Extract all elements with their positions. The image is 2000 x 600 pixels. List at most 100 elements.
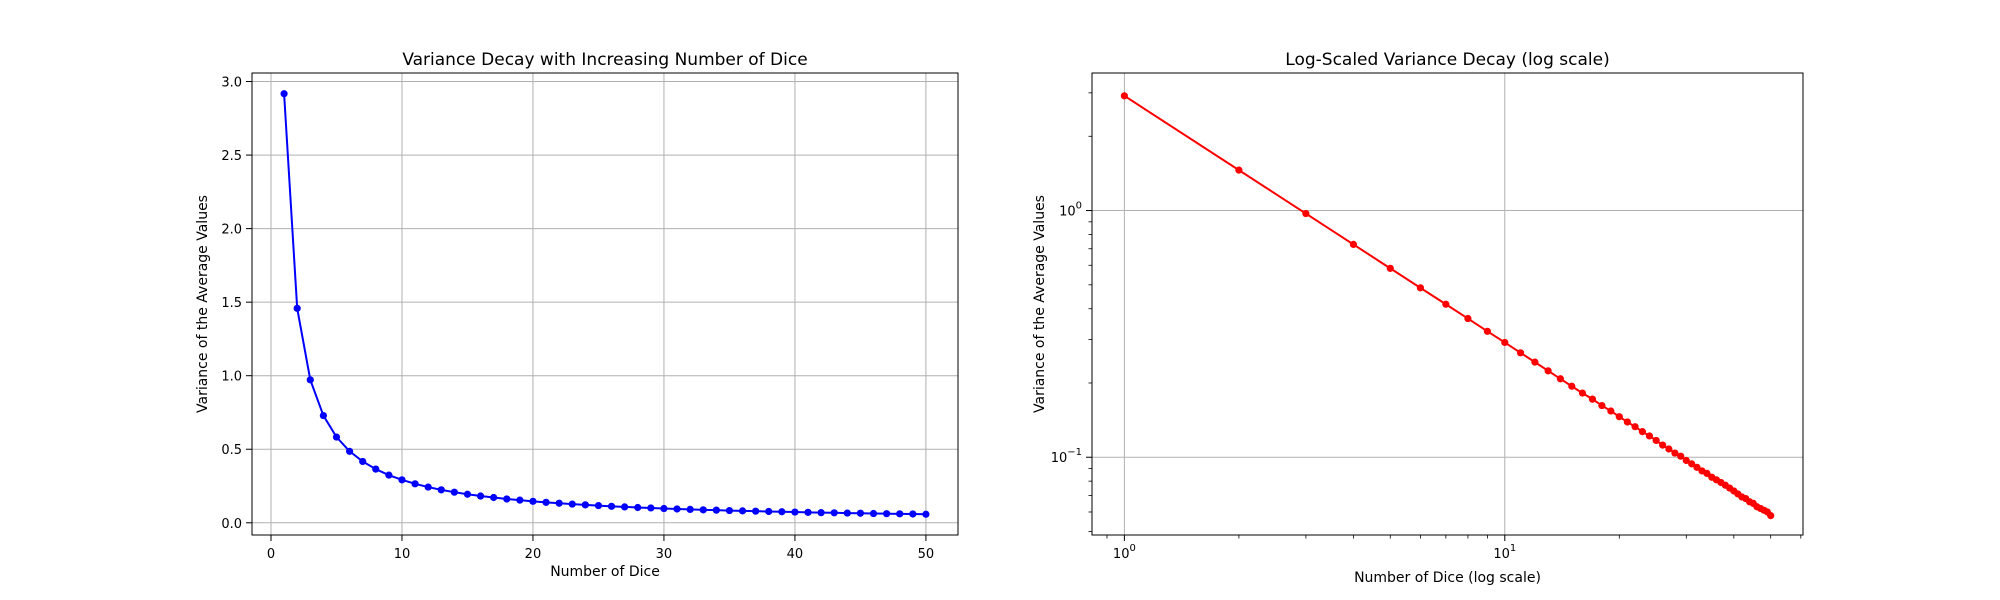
linear-data-point (738, 507, 747, 515)
linear-data-point (909, 510, 917, 518)
log-data-point (1693, 463, 1701, 471)
linear-y-tick-label: 0.0 (221, 517, 242, 532)
log-data-point (1235, 166, 1243, 174)
linear-data-point (817, 509, 825, 517)
linear-data-point (896, 510, 904, 518)
linear-data-point (712, 506, 720, 514)
linear-chart-series (280, 90, 930, 518)
linear-data-point (752, 507, 760, 515)
log-data-point (1645, 432, 1654, 440)
linear-data-point (686, 505, 694, 514)
linear-x-tick-label: 0 (267, 547, 275, 562)
log-data-point (1607, 407, 1615, 415)
linear-data-point (607, 502, 616, 510)
log-data-point (1682, 456, 1690, 465)
linear-x-tick-label: 20 (525, 547, 542, 562)
log-data-point (1544, 367, 1552, 375)
linear-chart-title: Variance Decay with Increasing Number of… (402, 50, 807, 70)
linear-data-point (647, 504, 655, 512)
log-data-point (1659, 441, 1667, 449)
linear-chart-frame (251, 72, 959, 536)
linear-data-point (490, 493, 498, 502)
log-chart-y-axis-label: Variance of the Average Values (1032, 195, 1048, 413)
linear-x-tick-label: 30 (656, 547, 673, 562)
linear-data-point (345, 447, 354, 455)
linear-data-point (594, 501, 603, 510)
log-data-point (1588, 395, 1597, 403)
log-data-point (1386, 264, 1394, 272)
linear-data-point (450, 488, 458, 496)
linear-data-point (542, 498, 550, 506)
linear-data-point (568, 500, 576, 508)
linear-data-point (437, 486, 445, 494)
log-data-point (1623, 418, 1631, 426)
linear-data-point (922, 510, 930, 518)
log-data-point (1677, 452, 1685, 460)
linear-chart-y-axis-label: Variance of the Average Values (195, 195, 211, 413)
log-chart-frame (1091, 72, 1804, 536)
linear-y-tick-label: 1.0 (221, 370, 242, 385)
linear-data-point (830, 509, 838, 517)
linear-y-tick-label: 0.5 (221, 443, 242, 458)
linear-data-point (359, 457, 367, 466)
linear-data-point (581, 501, 589, 509)
linear-data-point (398, 476, 406, 484)
linear-data-point (804, 508, 812, 516)
linear-data-point (883, 510, 891, 518)
linear-data-point (725, 506, 734, 515)
linear-data-point (293, 304, 301, 312)
linear-x-tick-label: 40 (787, 547, 804, 562)
linear-data-point (476, 492, 485, 500)
log-chart-series (1120, 92, 1775, 520)
log-data-point (1652, 436, 1660, 445)
linear-data-point (306, 376, 314, 384)
log-chart-x-axis-label: Number of Dice (log scale) (1354, 570, 1541, 586)
log-data-point (1631, 423, 1639, 431)
log-data-point (1688, 460, 1696, 468)
linear-data-point (869, 509, 878, 518)
linear-data-point (372, 465, 380, 473)
log-chart-title: Log-Scaled Variance Decay (log scale) (1285, 50, 1609, 70)
linear-data-point (332, 433, 341, 441)
log-data-point (1665, 445, 1673, 453)
linear-y-tick-label: 2.0 (221, 223, 242, 238)
log-data-point (1638, 428, 1646, 436)
linear-x-tick-label: 50 (918, 547, 935, 562)
linear-data-point (621, 503, 629, 511)
log-data-point (1501, 338, 1509, 347)
log-data-point (1349, 240, 1358, 249)
linear-chart-ticks: 0 10 20 30 40 50 0.0 0.5 1.0 1.5 2.0 2.5 3.0 (221, 76, 934, 562)
linear-data-point (778, 508, 786, 516)
log-data-point (1615, 413, 1623, 421)
linear-data-point (503, 495, 511, 503)
log-data-point (1556, 375, 1564, 383)
log-data-point (1416, 284, 1425, 292)
log-data-point (1120, 92, 1128, 100)
linear-data-point (634, 503, 642, 512)
linear-data-point (411, 480, 419, 488)
log-data-point (1531, 358, 1539, 366)
linear-data-point (791, 508, 799, 516)
log-data-point (1516, 349, 1525, 357)
linear-data-point (660, 504, 668, 513)
log-data-point (1568, 382, 1576, 390)
linear-data-point (424, 483, 432, 491)
linear-data-point (516, 496, 524, 504)
linear-data-point (699, 506, 707, 514)
log-data-point (1767, 512, 1775, 520)
linear-y-tick-label: 3.0 (221, 76, 242, 91)
linear-data-point (843, 509, 851, 517)
log-data-point (1483, 327, 1491, 335)
linear-data-point (856, 509, 865, 517)
log-data-point (1578, 389, 1587, 397)
linear-data-point (673, 505, 681, 513)
log-data-point (1598, 401, 1606, 410)
linear-y-tick-label: 1.5 (221, 296, 242, 311)
linear-chart-grid (252, 73, 958, 535)
linear-data-point (555, 499, 563, 507)
linear-x-tick-label: 10 (394, 547, 411, 562)
log-data-point (1442, 300, 1450, 308)
log-chart-grid (1092, 73, 1803, 535)
